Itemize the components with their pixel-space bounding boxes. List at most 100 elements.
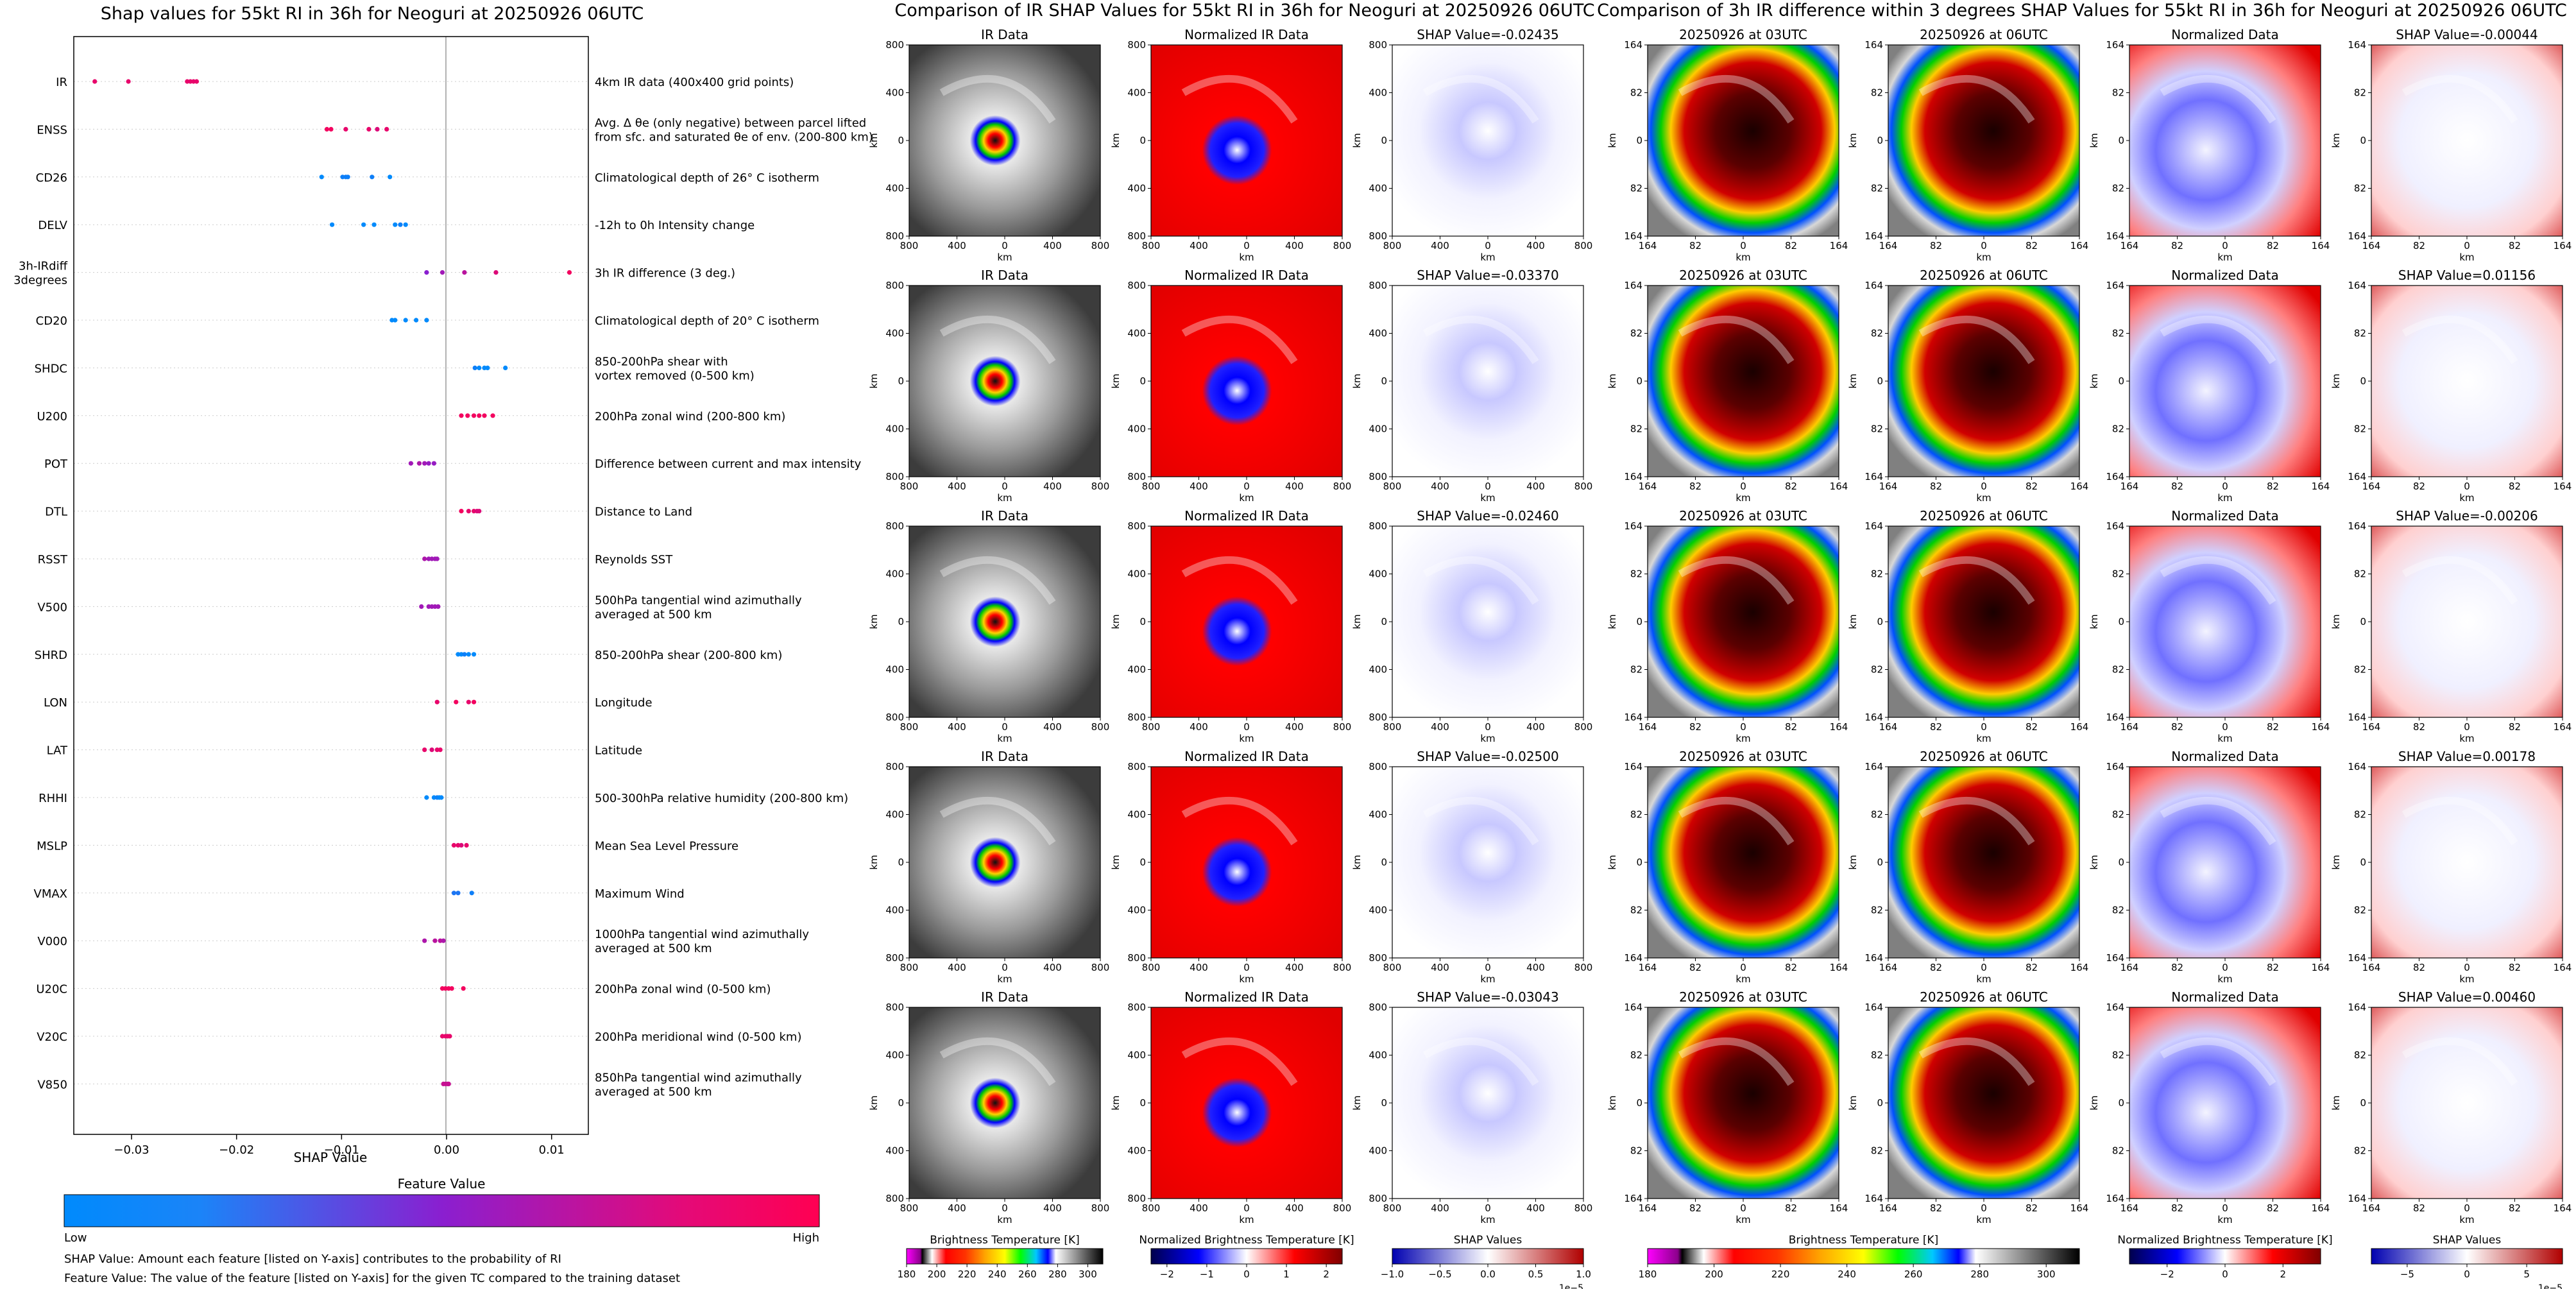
panel-y-tick-label: 400 bbox=[885, 664, 904, 676]
panel-x-axis-label: km bbox=[1976, 1214, 1991, 1225]
panel-x-tick-label: 800 bbox=[1574, 721, 1593, 733]
shap-point bbox=[319, 175, 324, 180]
feature-label: V500 bbox=[37, 601, 67, 614]
feature-description: -12h to 0h Intensity change bbox=[595, 219, 755, 232]
panel-y-tick-label: 0 bbox=[1139, 857, 1146, 868]
cloud-band bbox=[1181, 75, 1298, 124]
image-panel: SHAP Value=-0.02500800800400400004004008… bbox=[1351, 749, 1592, 985]
panel-x-tick-label: 164 bbox=[1830, 481, 1848, 492]
panel-x-tick-label: 164 bbox=[2070, 721, 2089, 733]
panel-title: IR Data bbox=[981, 508, 1028, 524]
panel-y-tick-label: 0 bbox=[2118, 375, 2124, 387]
panel-y-tick-label: 164 bbox=[2348, 1002, 2366, 1013]
panel-x-tick-label: 164 bbox=[2120, 962, 2139, 973]
panel-title: Normalized IR Data bbox=[1184, 749, 1309, 764]
panel-y-tick-label: 164 bbox=[2348, 230, 2366, 242]
panel-y-tick-label: 164 bbox=[1624, 952, 1642, 964]
panel-x-tick-label: 400 bbox=[1190, 481, 1208, 492]
panel-x-tick-label: 164 bbox=[2312, 1202, 2330, 1214]
colorbar-tick-label: 2 bbox=[1323, 1268, 1329, 1280]
panel-x-axis-label: km bbox=[1736, 973, 1750, 985]
colorbar-label: SHAP Values bbox=[2433, 1234, 2502, 1247]
panel-x-tick-label: 82 bbox=[1930, 1202, 1942, 1214]
shap-point bbox=[403, 318, 408, 323]
panel-y-tick-label: 400 bbox=[1369, 1145, 1387, 1157]
cloud-band bbox=[2160, 797, 2276, 846]
panel-x-tick-label: 164 bbox=[1830, 240, 1848, 252]
panel-y-tick-label: 0 bbox=[1877, 616, 1883, 627]
panel-y-tick-label: 0 bbox=[2118, 1097, 2124, 1109]
panel-title: SHAP Value=-0.02500 bbox=[1417, 749, 1558, 764]
feature-description: Avg. Δ θe (only negative) between parcel… bbox=[595, 116, 866, 130]
feature-description: 500hPa tangential wind azimuthally bbox=[595, 593, 802, 607]
panel-x-axis-label: km bbox=[2217, 973, 2232, 985]
panel-y-tick-label: 800 bbox=[1369, 1002, 1387, 1013]
shap-point bbox=[388, 175, 393, 180]
panel-x-tick-label: 400 bbox=[948, 240, 966, 252]
panel-x-tick-label: 82 bbox=[2171, 1202, 2183, 1214]
shap-point bbox=[456, 891, 461, 896]
panel-x-tick-label: 800 bbox=[1142, 962, 1161, 973]
panel-x-tick-label: 164 bbox=[2362, 721, 2381, 733]
panel-y-tick-label: 82 bbox=[2112, 183, 2124, 194]
image-panel: SHAP Value=-0.03370800800400400004004008… bbox=[1351, 268, 1592, 504]
colorbar-high-label: High bbox=[793, 1231, 819, 1245]
image-panel: 20250926 at 06UTC1641648282008282164164k… bbox=[1847, 508, 2088, 744]
panel-y-tick-label: 82 bbox=[1630, 809, 1642, 821]
panel-x-tick-label: 82 bbox=[2026, 481, 2038, 492]
panel-x-tick-label: 400 bbox=[1043, 240, 1062, 252]
panel-x-tick-label: 800 bbox=[1091, 962, 1110, 973]
panel-x-tick-label: 164 bbox=[1639, 481, 1657, 492]
panel-y-tick-label: 164 bbox=[1624, 520, 1642, 532]
shap-point bbox=[451, 891, 457, 896]
panel-x-axis-label: km bbox=[1736, 252, 1750, 263]
colorbar-tick-label: 1 bbox=[1283, 1268, 1290, 1280]
panel-y-tick-label: 164 bbox=[1864, 952, 1883, 964]
panel-x-tick-label: 400 bbox=[948, 721, 966, 733]
panel-image bbox=[1888, 767, 2079, 958]
panel-x-tick-label: 82 bbox=[2026, 721, 2038, 733]
panel-title: IR Data bbox=[981, 989, 1028, 1005]
panel-x-axis-label: km bbox=[2459, 733, 2474, 744]
x-tick-label: −0.03 bbox=[114, 1143, 149, 1157]
panel-y-tick-label: 800 bbox=[885, 39, 904, 51]
panel-y-axis-label: km bbox=[868, 373, 880, 388]
panel-image bbox=[1888, 526, 2079, 717]
shap-x-ticks: −0.03 −0.02 −0.01 0.00 0.01 bbox=[114, 1134, 565, 1157]
colorbar-tick-label: 0 bbox=[2464, 1268, 2470, 1280]
panel-y-tick-label: 82 bbox=[2112, 87, 2124, 99]
panel-x-tick-label: 800 bbox=[1574, 481, 1593, 492]
panel-title: 20250926 at 06UTC bbox=[1920, 27, 2048, 42]
panel-x-axis-label: km bbox=[2459, 1214, 2474, 1225]
feature-label: SHRD bbox=[35, 649, 67, 662]
panel-x-tick-label: 82 bbox=[2026, 1202, 2038, 1214]
panel-x-tick-label: 164 bbox=[1830, 721, 1848, 733]
panel-x-tick-label: 164 bbox=[2362, 481, 2381, 492]
panel-x-tick-label: 400 bbox=[948, 481, 966, 492]
panel-x-tick-label: 0 bbox=[1740, 1202, 1746, 1214]
cloud-band bbox=[2401, 1037, 2518, 1086]
panel-x-axis-label: km bbox=[1976, 733, 1991, 744]
colorbar-tick-label: −0.5 bbox=[1428, 1268, 1451, 1280]
panel-x-tick-label: 164 bbox=[2554, 481, 2572, 492]
panel-x-tick-label: 800 bbox=[1383, 1202, 1402, 1214]
panel-y-axis-label: km bbox=[1351, 855, 1363, 869]
irdiff-colorbars: Brightness Temperature [K]180 200 220 240 26… bbox=[1639, 1234, 2563, 1289]
colorbar-tick-label: 200 bbox=[1705, 1268, 1723, 1280]
panel-x-tick-label: 82 bbox=[1689, 962, 1702, 973]
image-panel: Normalized IR Data8008004004000040040080… bbox=[1110, 749, 1351, 985]
panel-image bbox=[909, 526, 1100, 717]
panel-y-tick-label: 800 bbox=[1127, 1002, 1146, 1013]
feature-label: 3degrees bbox=[13, 274, 67, 287]
panel-image bbox=[2129, 1007, 2321, 1199]
panel-y-tick-label: 164 bbox=[1624, 761, 1642, 773]
colorbar: SHAP Values −5 0 5 1e−5 bbox=[2371, 1234, 2563, 1289]
panel-x-tick-label: 400 bbox=[948, 962, 966, 973]
image-panel: Normalized Data1641648282008282164164kmk… bbox=[2088, 749, 2330, 985]
colorbar: SHAP Values −1.0 −0.5 0.0 0.5 1.0 1e−5 bbox=[1381, 1234, 1591, 1289]
panel-y-tick-label: 800 bbox=[1369, 952, 1387, 964]
panel-y-tick-label: 800 bbox=[1127, 280, 1146, 291]
panel-title: 20250926 at 03UTC bbox=[1679, 27, 1807, 42]
shap-point bbox=[408, 461, 414, 466]
panel-x-tick-label: 400 bbox=[1526, 481, 1545, 492]
